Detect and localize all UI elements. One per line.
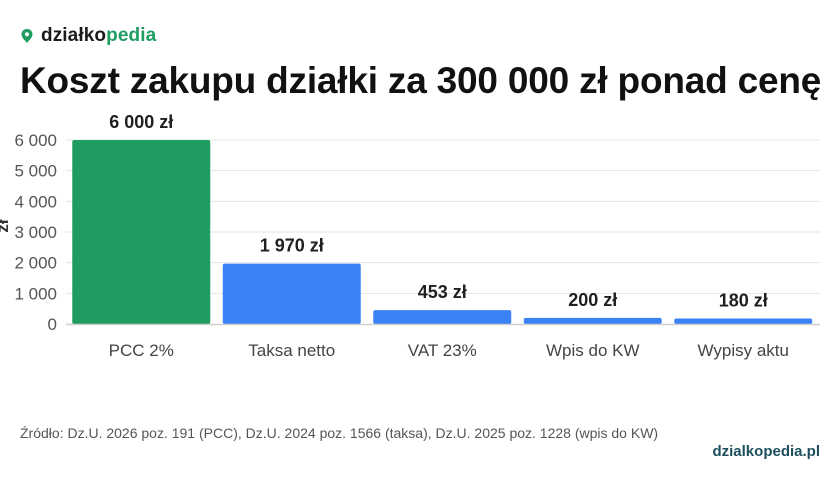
bar-3 [373, 310, 512, 324]
y-axis-title: zł [0, 219, 12, 233]
bar-value-label: 180 zł [719, 290, 768, 310]
source-note: Źródło: Dz.U. 2026 poz. 191 (PCC), Dz.U.… [20, 425, 659, 441]
x-category-label: Taksa netto [248, 341, 335, 360]
x-category-label: PCC 2% [109, 341, 174, 360]
bar-1 [72, 140, 211, 324]
site-link[interactable]: dzialkopedia.pl [712, 443, 820, 460]
bar-chart: 0 1 000 2 000 3 000 4 000 5 000 6 000 zł 6 000 z… [0, 100, 840, 370]
y-tick-label: 3 000 [14, 223, 57, 242]
x-category-label: Wypisy aktu [698, 341, 789, 360]
y-tick-label: 1 000 [14, 284, 57, 303]
brand-name-part1: działko [41, 25, 107, 46]
x-category-label: Wpis do KW [546, 341, 640, 360]
y-tick-label: 0 [48, 315, 57, 334]
y-tick-label: 5 000 [14, 162, 57, 181]
bar-4 [523, 317, 662, 324]
bar-value-label: 1 970 zł [260, 236, 324, 256]
bar-5 [674, 318, 813, 324]
brand-name-part2: pedia [106, 25, 157, 46]
chart-canvas: 0 1 000 2 000 3 000 4 000 5 000 6 000 zł 6 000 z… [0, 112, 820, 360]
y-tick-label: 6 000 [14, 131, 57, 150]
y-tick-label: 4 000 [14, 192, 57, 211]
bar-value-label: 6 000 zł [109, 112, 173, 132]
bar-value-label: 200 zł [568, 290, 617, 310]
x-category-label: VAT 23% [408, 341, 477, 360]
map-pin-icon [21, 29, 33, 43]
page-title: Koszt zakupu działki za 300 000 zł ponad… [20, 60, 822, 101]
brand-name: działkopedia [41, 24, 156, 48]
bar-value-label: 453 zł [418, 282, 467, 302]
brand-logo: działkopedia [20, 24, 156, 48]
bar-2 [222, 263, 361, 324]
y-tick-label: 2 000 [14, 254, 57, 273]
